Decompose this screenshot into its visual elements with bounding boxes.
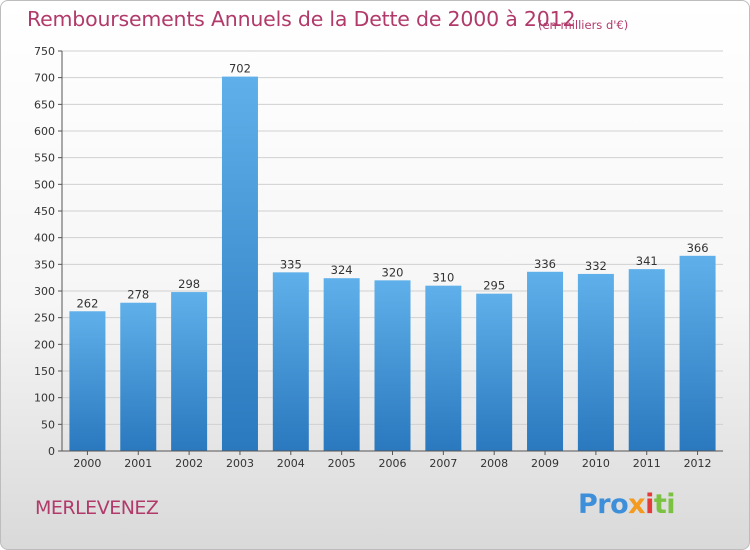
labels: 262 278 298 702 335 324 320 310 295 336 332 341 366 xyxy=(76,62,708,311)
x-tick-label: 2012 xyxy=(684,457,712,470)
x-tick-label: 2006 xyxy=(379,457,407,470)
value-label: 332 xyxy=(585,259,607,273)
value-label: 295 xyxy=(483,279,505,293)
x-tick-label: 2008 xyxy=(480,457,508,470)
logo-part-3: i xyxy=(645,489,654,520)
bars xyxy=(69,76,716,451)
y-tick-label: 300 xyxy=(34,285,55,298)
y-tick-label: 350 xyxy=(34,258,55,271)
logo-part-4: ti xyxy=(653,489,676,520)
bar-2010 xyxy=(577,273,614,451)
bar-2012 xyxy=(679,255,716,451)
y-tick-label: 250 xyxy=(34,312,55,325)
bar-2004 xyxy=(272,272,309,451)
bar-2011 xyxy=(628,269,665,451)
x-tick-label: 2002 xyxy=(175,457,203,470)
y-tick-label: 550 xyxy=(34,152,55,165)
logo-part-2: x xyxy=(628,489,646,520)
axes: 0 50 100 150 200 250 300 350 400 450 500 550 600 650 7… xyxy=(34,45,723,470)
value-label: 310 xyxy=(432,271,454,285)
y-tick-label: 500 xyxy=(34,178,55,191)
y-tick-label: 650 xyxy=(34,98,55,111)
y-tick-label: 450 xyxy=(34,205,55,218)
bar-2008 xyxy=(476,293,513,451)
y-tick-label: 750 xyxy=(34,45,55,58)
chart-title: Remboursements Annuels de la Dette de 20… xyxy=(27,7,576,31)
x-tick-label: 2007 xyxy=(429,457,457,470)
y-tick-label: 50 xyxy=(41,418,55,431)
x-tick-label: 2001 xyxy=(124,457,152,470)
bar-2001 xyxy=(120,302,157,451)
value-label: 335 xyxy=(280,257,302,271)
value-label: 702 xyxy=(229,62,251,76)
logo-part-1: Pro xyxy=(578,489,629,520)
bar-2005 xyxy=(323,278,360,451)
y-tick-label: 200 xyxy=(34,338,55,351)
bar-2009 xyxy=(527,271,564,451)
value-label: 324 xyxy=(331,263,353,277)
y-tick-label: 150 xyxy=(34,365,55,378)
y-tick-label: 700 xyxy=(34,72,55,85)
proxiti-logo[interactable]: Proxiti xyxy=(578,489,676,520)
x-tick-label: 2009 xyxy=(531,457,559,470)
value-label: 336 xyxy=(534,257,556,271)
x-tick-label: 2010 xyxy=(582,457,610,470)
value-label: 278 xyxy=(127,288,149,302)
city-name: MERLEVENEZ xyxy=(35,497,159,519)
x-tick-label: 2011 xyxy=(633,457,661,470)
bar-2007 xyxy=(425,285,462,451)
value-label: 298 xyxy=(178,277,200,291)
x-tick-label: 2005 xyxy=(328,457,356,470)
bar-2000 xyxy=(69,311,106,451)
value-label: 341 xyxy=(636,254,658,268)
value-label: 262 xyxy=(76,296,98,310)
x-tick-label: 2004 xyxy=(277,457,305,470)
bar-2003 xyxy=(221,76,258,451)
x-tick-label: 2000 xyxy=(73,457,101,470)
y-tick-label: 100 xyxy=(34,392,55,405)
value-label: 320 xyxy=(382,265,404,279)
y-tick-label: 0 xyxy=(48,445,55,458)
y-tick-label: 600 xyxy=(34,125,55,138)
value-label: 366 xyxy=(687,241,709,255)
x-tick-label: 2003 xyxy=(226,457,254,470)
bar-2006 xyxy=(374,280,411,451)
bar-2002 xyxy=(171,292,208,451)
chart-subtitle: (en milliers d'€) xyxy=(538,18,629,32)
y-tick-label: 400 xyxy=(34,232,55,245)
